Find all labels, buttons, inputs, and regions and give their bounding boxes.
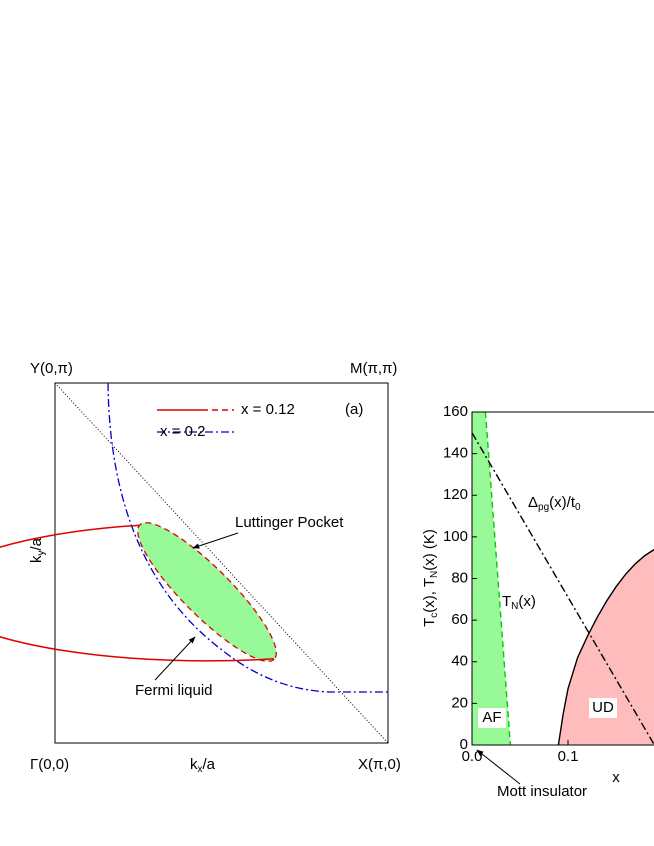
y-tick-label: 0 <box>460 736 468 753</box>
y-tick-label: 160 <box>443 403 468 420</box>
text-part: k <box>190 756 198 773</box>
area-fill <box>472 412 511 745</box>
text-part: (x), T <box>421 578 438 613</box>
text-part: y <box>36 551 47 556</box>
legend-label: x = 0.2 <box>160 423 205 440</box>
arrow <box>154 636 196 681</box>
text-part: N <box>511 601 518 612</box>
x-axis-label: x <box>612 769 620 786</box>
text-part: /a <box>203 756 216 773</box>
curve-label: Δpg(x)/t0 <box>528 494 581 513</box>
y-tick-label: 80 <box>451 569 468 586</box>
y-axis-label: Tc(x), TN(x) (K) <box>421 529 440 627</box>
arrow <box>192 532 239 549</box>
annotation: Fermi liquid <box>135 682 213 699</box>
frame <box>54 382 389 744</box>
text-part: (x) (K) <box>421 529 438 571</box>
y-tick-label: 40 <box>451 653 468 670</box>
curve <box>471 432 654 746</box>
label-box <box>478 708 506 728</box>
corner-label: Γ(0,0) <box>30 756 69 773</box>
text-part: (x)/t <box>549 494 576 511</box>
x-axis-label: kx/a <box>190 756 216 775</box>
y-tick-label: 20 <box>451 694 468 711</box>
curve <box>557 548 654 746</box>
text-part: (x) <box>518 593 536 610</box>
area-fill <box>558 549 654 745</box>
text-part: N <box>429 571 440 578</box>
y-axis-label: ky/a <box>28 537 47 563</box>
text-part: T <box>421 618 438 627</box>
zone-diagonal <box>54 382 389 744</box>
curve <box>484 411 512 746</box>
text-part: c <box>429 613 440 618</box>
legend-label: x = 0.12 <box>241 401 295 418</box>
corner-label: Y(0,π) <box>30 360 73 377</box>
annotation: Luttinger Pocket <box>235 514 344 531</box>
panel-label: (a) <box>345 401 363 418</box>
luttinger-pocket <box>137 522 277 662</box>
region-label: UD <box>592 699 614 716</box>
text-part: Δ <box>528 494 538 511</box>
y-tick-label: 140 <box>443 445 468 462</box>
text-part: k <box>28 555 45 563</box>
annotation: Mott insulator <box>497 783 587 800</box>
label-box <box>589 698 617 718</box>
pocket-edge <box>0 524 274 662</box>
corner-label: X(π,0) <box>358 756 401 773</box>
x-tick-label: 0.0 <box>462 748 483 765</box>
text-part: pg <box>538 502 549 513</box>
text-part: 0 <box>575 502 581 513</box>
text-part: /a <box>28 537 45 550</box>
text-part: T <box>502 593 511 610</box>
curve-label: TN(x) <box>502 593 536 612</box>
fermi-surface-panel: Y(0,π) M(π,π) Γ(0,0) X(π,0) (a) x = 0.12… <box>0 360 401 775</box>
text-part: x <box>198 764 203 775</box>
region-label: AF <box>482 709 501 726</box>
fermi-surface-curve <box>107 382 388 693</box>
corner-label: M(π,π) <box>350 360 397 377</box>
y-tick-label: 100 <box>443 528 468 545</box>
x-tick-label: 0.1 <box>558 748 579 765</box>
arrow <box>476 749 521 785</box>
y-tick-label: 60 <box>451 611 468 628</box>
y-tick-label: 120 <box>443 486 468 503</box>
